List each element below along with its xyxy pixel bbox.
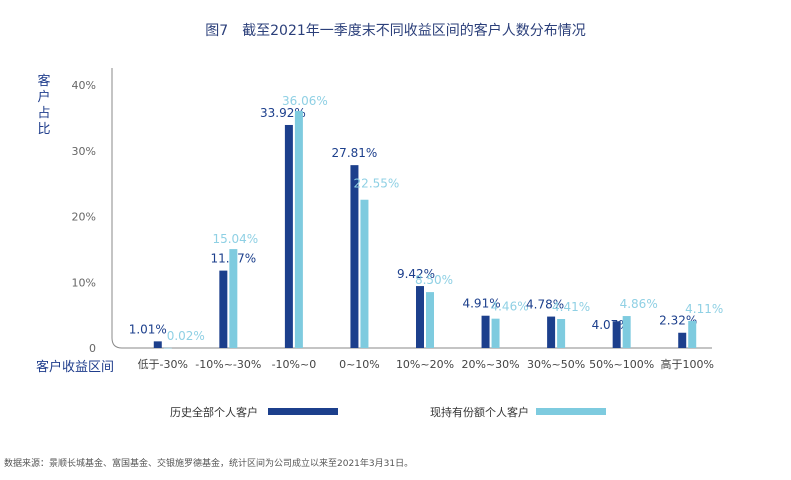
- bar-1: [153, 341, 162, 348]
- y-tick-label: 30%: [72, 145, 96, 158]
- x-axis-label: 客户收益区间: [36, 360, 115, 375]
- bar-1: [612, 321, 621, 348]
- data-label: 22.55%: [354, 177, 400, 191]
- bar-2: [294, 110, 303, 348]
- x-tick-label: 30%~50%: [527, 358, 585, 371]
- x-tick-label: -10%~0: [272, 358, 317, 371]
- y-tick-label: 20%: [72, 211, 96, 224]
- x-tick-label: 10%~20%: [396, 358, 454, 371]
- x-tick-label: 高于100%: [660, 357, 713, 371]
- x-tick-label: 低于-30%: [138, 358, 188, 371]
- bar-2: [426, 292, 434, 348]
- data-label: 27.81%: [332, 146, 378, 160]
- bar-1: [284, 124, 293, 348]
- data-label: 2.32%: [659, 314, 697, 328]
- legend-label-series2: 现持有份额个人客户: [430, 406, 529, 419]
- x-tick-label: 0~10%: [339, 358, 380, 371]
- source-note: 数据来源：景顺长城基金、富国基金、交银施罗德基金，统计区间为公司成立以来至202…: [4, 459, 414, 469]
- bar-1: [481, 315, 490, 348]
- bar-2: [360, 199, 369, 348]
- data-label: 8.50%: [415, 273, 453, 287]
- bar-2: [491, 318, 500, 348]
- bar-2: [622, 316, 631, 348]
- bar-2: [229, 249, 238, 348]
- bar-1: [547, 316, 556, 348]
- bar-2: [163, 347, 172, 349]
- data-label: 4.86%: [620, 297, 658, 311]
- data-label: 0.02%: [167, 329, 205, 343]
- legend-label-series1: 历史全部个人客户: [170, 406, 258, 419]
- bar-1: [350, 165, 359, 348]
- x-tick-label: 20%~30%: [461, 358, 519, 371]
- bar-1: [678, 332, 687, 348]
- x-tick-label: 50%~100%: [589, 358, 654, 371]
- bar-1: [219, 270, 228, 348]
- y-tick-label: 40%: [72, 79, 96, 92]
- data-label: 9.42%: [397, 267, 435, 281]
- bar-1: [416, 286, 424, 348]
- y-tick-label: 10%: [72, 276, 96, 289]
- data-label: 4.78%: [526, 298, 564, 312]
- bar-2: [688, 320, 697, 348]
- axis-line: [111, 68, 712, 349]
- chart-title: 图7 截至2021年一季度末不同收益区间的客户人数分布情况: [205, 23, 586, 39]
- y-tick-label: 0: [89, 342, 96, 355]
- x-tick-label: -10%~-30%: [195, 358, 261, 371]
- data-label: 4.46%: [490, 300, 528, 314]
- data-label: 15.04%: [212, 232, 258, 246]
- bar-2: [557, 319, 566, 348]
- data-label: 4.11%: [685, 302, 723, 316]
- data-label: 4.91%: [462, 297, 500, 311]
- y-axis-label: 客户占比: [37, 74, 51, 137]
- data-label: 4.07%: [592, 318, 630, 332]
- data-label: 1.01%: [129, 322, 167, 336]
- data-label: 33.92%: [260, 106, 306, 120]
- legend-swatch-series2: [536, 408, 606, 415]
- data-label: 36.06%: [282, 94, 328, 108]
- data-label: 4.41%: [552, 300, 590, 314]
- legend-swatch-series1: [268, 408, 338, 415]
